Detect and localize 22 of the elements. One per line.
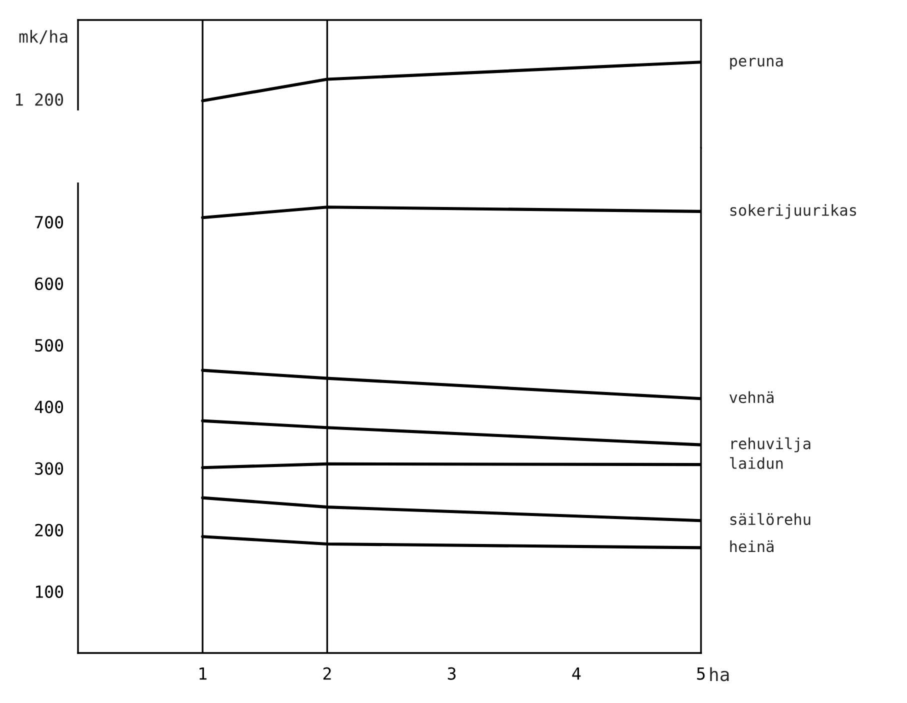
series-label: laidun [730, 457, 783, 470]
x-tick-label: 5 [697, 667, 705, 680]
y-tick-label: 500 [35, 339, 64, 352]
x-tick-label: 1 [200, 667, 206, 680]
y-tick-label: 700 [35, 216, 64, 229]
text: 1 200 [16, 93, 64, 106]
x-tick-label: 3 [448, 667, 456, 680]
y-axis-title: mk/ha [19, 30, 68, 44]
y-tick-label: 400 [34, 400, 64, 414]
x-axis-title: ha [710, 667, 729, 682]
y-tick-label: 600 [35, 277, 64, 290]
series-label: sokerijuurikas [730, 204, 856, 219]
series-label: säilörehu [730, 513, 810, 526]
series-label: vehnä [730, 391, 774, 404]
series-label: rehuvilja [731, 437, 810, 452]
series-label: heinä [730, 540, 774, 552]
y-tick-label: 200 [35, 524, 64, 536]
y-tick-label: 300 [35, 462, 64, 475]
x-tick-label: 2 [323, 667, 331, 680]
x-tick-label: 4 [572, 667, 581, 680]
series-label: peruna [730, 58, 783, 70]
y-tick-label: 100 [36, 585, 64, 598]
